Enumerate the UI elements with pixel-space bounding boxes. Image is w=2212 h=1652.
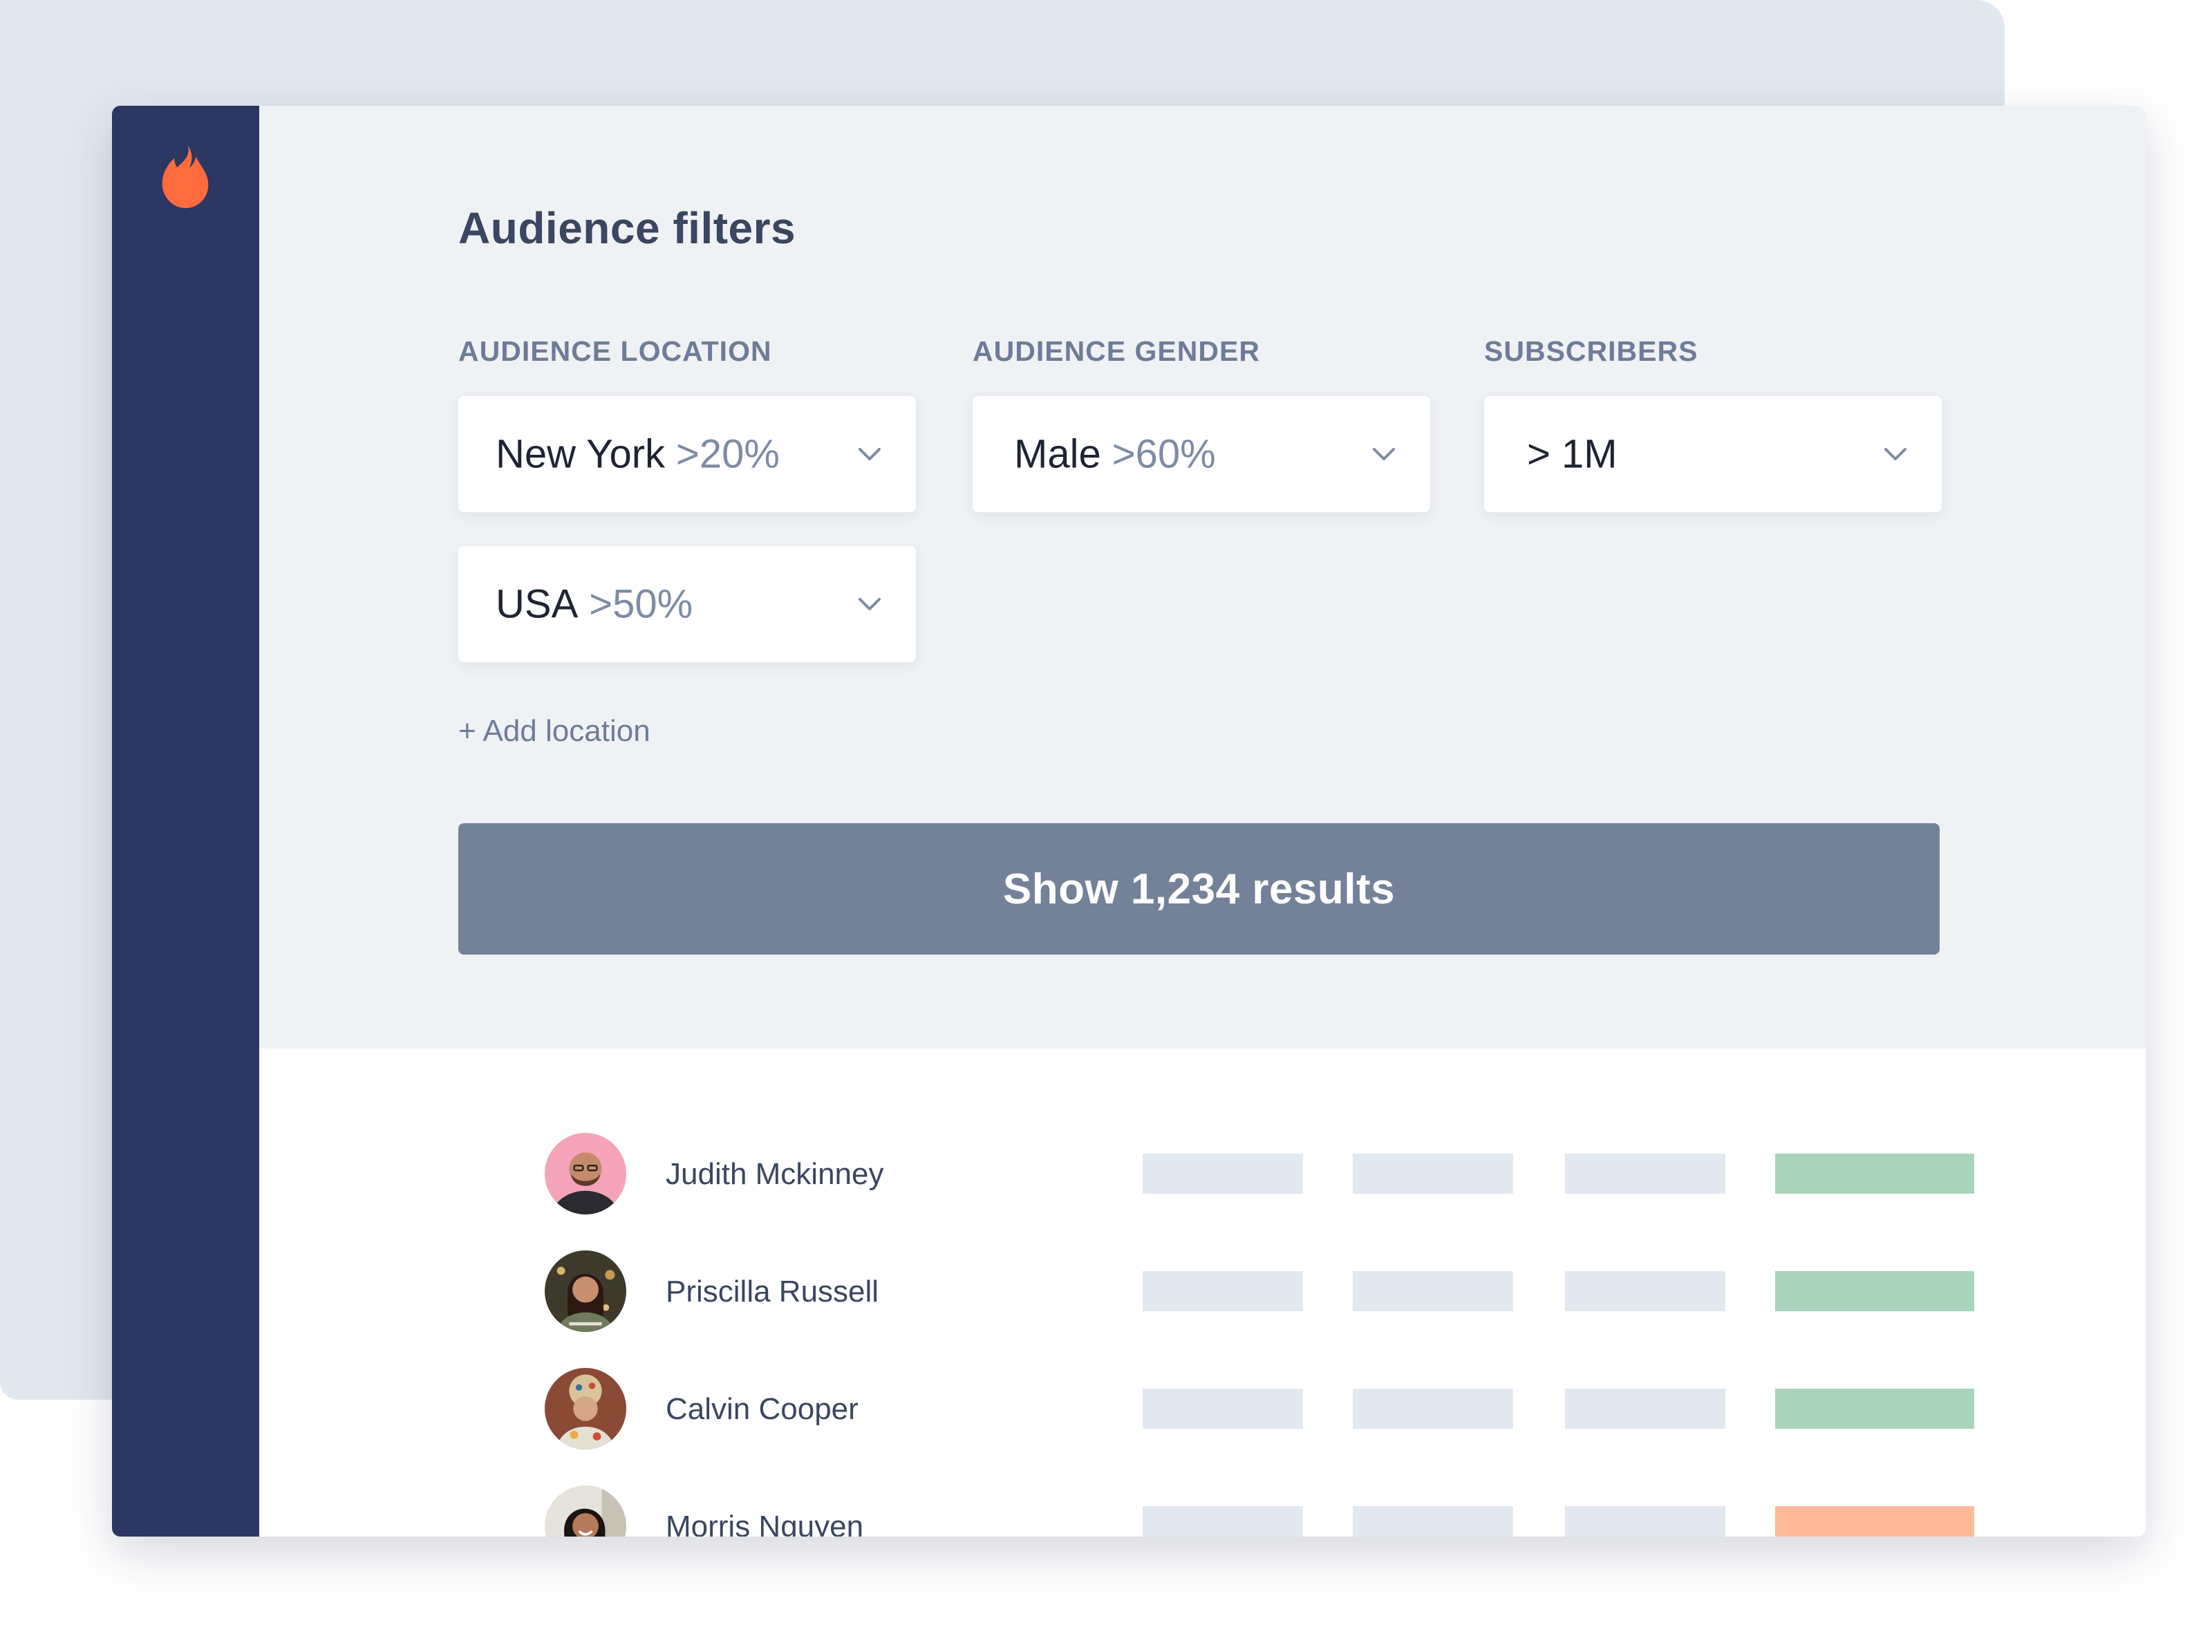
filters-panel: Audience filters AUDIENCE LOCATION AUDIE…: [259, 106, 2146, 1049]
chevron-down-icon: [859, 598, 881, 610]
result-name: Judith Mckinney: [666, 1157, 884, 1191]
placeholder-bar: [1143, 1389, 1303, 1429]
placeholder-bar: [1565, 1271, 1725, 1311]
avatar: [545, 1133, 626, 1214]
avatar: [545, 1250, 626, 1332]
audience-location-label: AUDIENCE LOCATION: [458, 335, 772, 367]
placeholder-bar: [1565, 1389, 1725, 1429]
result-name: Calvin Cooper: [666, 1392, 859, 1426]
select-value: New York: [496, 431, 666, 477]
select-percent: >50%: [589, 581, 693, 627]
status-bar: [1775, 1154, 1974, 1194]
placeholder-bar: [1353, 1506, 1513, 1537]
flame-icon[interactable]: [158, 143, 213, 211]
status-bar: [1775, 1506, 1974, 1537]
select-value: USA: [496, 581, 579, 627]
status-bar: [1775, 1271, 1974, 1311]
placeholder-bar: [1353, 1389, 1513, 1429]
page-title: Audience filters: [458, 203, 796, 253]
status-bar: [1775, 1389, 1974, 1429]
placeholder-bar: [1143, 1506, 1303, 1537]
select-percent: >20%: [676, 431, 780, 477]
result-name: Priscilla Russell: [666, 1275, 879, 1308]
list-item[interactable]: Judith Mckinney: [259, 1133, 2146, 1216]
location-select-usa[interactable]: USA >50%: [458, 546, 916, 662]
avatar: [545, 1368, 626, 1449]
select-percent: >60%: [1112, 431, 1216, 477]
select-value: Male: [1014, 431, 1101, 477]
placeholder-bar: [1143, 1271, 1303, 1311]
placeholder-bar: [1353, 1271, 1513, 1311]
chevron-down-icon: [1884, 448, 1906, 460]
chevron-down-icon: [859, 448, 881, 460]
list-item[interactable]: Calvin Cooper: [259, 1368, 2146, 1451]
gender-select[interactable]: Male >60%: [973, 396, 1430, 512]
subscribers-label: SUBSCRIBERS: [1484, 335, 1698, 367]
list-item[interactable]: Priscilla Russell: [259, 1250, 2146, 1333]
placeholder-bar: [1565, 1506, 1725, 1537]
show-results-button[interactable]: Show 1,234 results: [458, 823, 1940, 955]
placeholder-bar: [1143, 1154, 1303, 1194]
chevron-down-icon: [1373, 448, 1395, 460]
sidebar: [112, 106, 259, 1537]
audience-gender-label: AUDIENCE GENDER: [973, 335, 1260, 367]
location-select-new-york[interactable]: New York >20%: [458, 396, 916, 512]
app-window: Audience filters AUDIENCE LOCATION AUDIE…: [112, 106, 2146, 1537]
placeholder-bar: [1353, 1154, 1513, 1194]
select-value: > 1M: [1527, 431, 1618, 477]
add-location-link[interactable]: + Add location: [458, 714, 650, 748]
placeholder-bar: [1565, 1154, 1725, 1194]
result-name: Morris Nguyen: [666, 1510, 864, 1537]
avatar: [545, 1485, 626, 1537]
results-list: Judith Mckinney Priscilla Russell: [259, 1049, 2146, 1537]
list-item[interactable]: Morris Nguyen: [259, 1485, 2146, 1537]
subscribers-select[interactable]: > 1M: [1484, 396, 1942, 512]
